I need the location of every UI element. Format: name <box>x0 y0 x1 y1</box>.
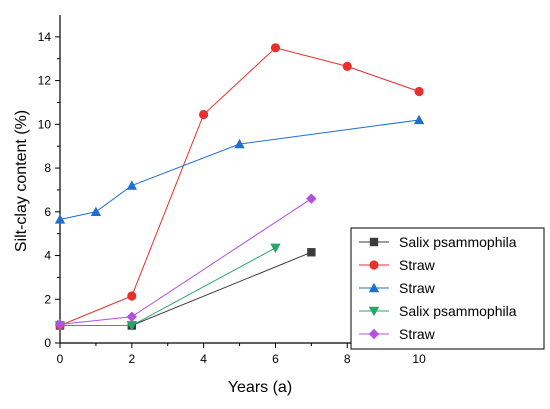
legend: Salix psammophila Straw Straw Salix psammop… <box>350 227 545 350</box>
legend-label: Salix psammophila <box>399 303 517 319</box>
data-point <box>234 138 245 149</box>
series-3 <box>54 114 425 224</box>
data-point <box>90 206 102 216</box>
series-4 <box>54 243 281 331</box>
data-point <box>54 319 66 330</box>
legend-marker <box>368 282 380 293</box>
legend-label: Straw <box>399 280 436 296</box>
data-point <box>270 243 281 254</box>
legend-label: Straw <box>399 326 436 342</box>
data-point <box>413 114 425 125</box>
series-5 <box>54 193 317 330</box>
legend-marker <box>369 237 379 247</box>
data-point <box>127 291 137 301</box>
legend-item: Straw <box>359 280 436 296</box>
data-point <box>306 193 317 204</box>
data-point <box>126 311 138 322</box>
legend-marker <box>369 260 379 270</box>
legend-item: Straw <box>359 257 436 273</box>
y-tick-label: 4 <box>44 249 51 263</box>
series-line <box>59 119 420 220</box>
legend-item: Straw <box>359 326 436 342</box>
legend-label: Salix psammophila <box>399 234 517 250</box>
legend-marker <box>368 328 380 340</box>
series-line <box>60 247 276 327</box>
x-tick-label: 10 <box>412 352 426 366</box>
y-tick-label: 6 <box>44 205 51 219</box>
legend-item: Salix psammophila <box>359 303 517 319</box>
x-tick-label: 6 <box>272 352 279 366</box>
data-point <box>126 180 138 190</box>
data-point <box>54 214 66 224</box>
y-axis-label: Silt-clay content (%) <box>13 110 30 252</box>
y-tick-label: 8 <box>44 161 51 175</box>
data-point <box>126 321 138 331</box>
x-tick-label: 4 <box>200 352 207 366</box>
data-point <box>414 86 424 97</box>
series-line <box>59 198 312 325</box>
legend-label: Straw <box>399 257 436 273</box>
x-tick-label: 0 <box>57 352 64 366</box>
data-point <box>270 43 281 53</box>
y-tick-label: 14 <box>38 30 52 44</box>
data-point <box>342 61 352 71</box>
x-tick-label: 2 <box>128 352 135 366</box>
y-tick-label: 10 <box>38 117 52 131</box>
data-point <box>199 109 209 120</box>
x-axis-label: Years (a) <box>228 379 292 396</box>
series-1 <box>55 248 316 330</box>
y-tick-label: 0 <box>44 336 51 350</box>
legend-marker <box>368 306 380 317</box>
series-line <box>59 47 420 326</box>
y-tick-label: 2 <box>44 292 51 306</box>
y-tick-label: 12 <box>38 74 52 88</box>
data-point <box>307 248 316 257</box>
x-tick-label: 8 <box>344 352 351 366</box>
series-line <box>60 251 312 327</box>
legend-item: Salix psammophila <box>359 234 517 250</box>
